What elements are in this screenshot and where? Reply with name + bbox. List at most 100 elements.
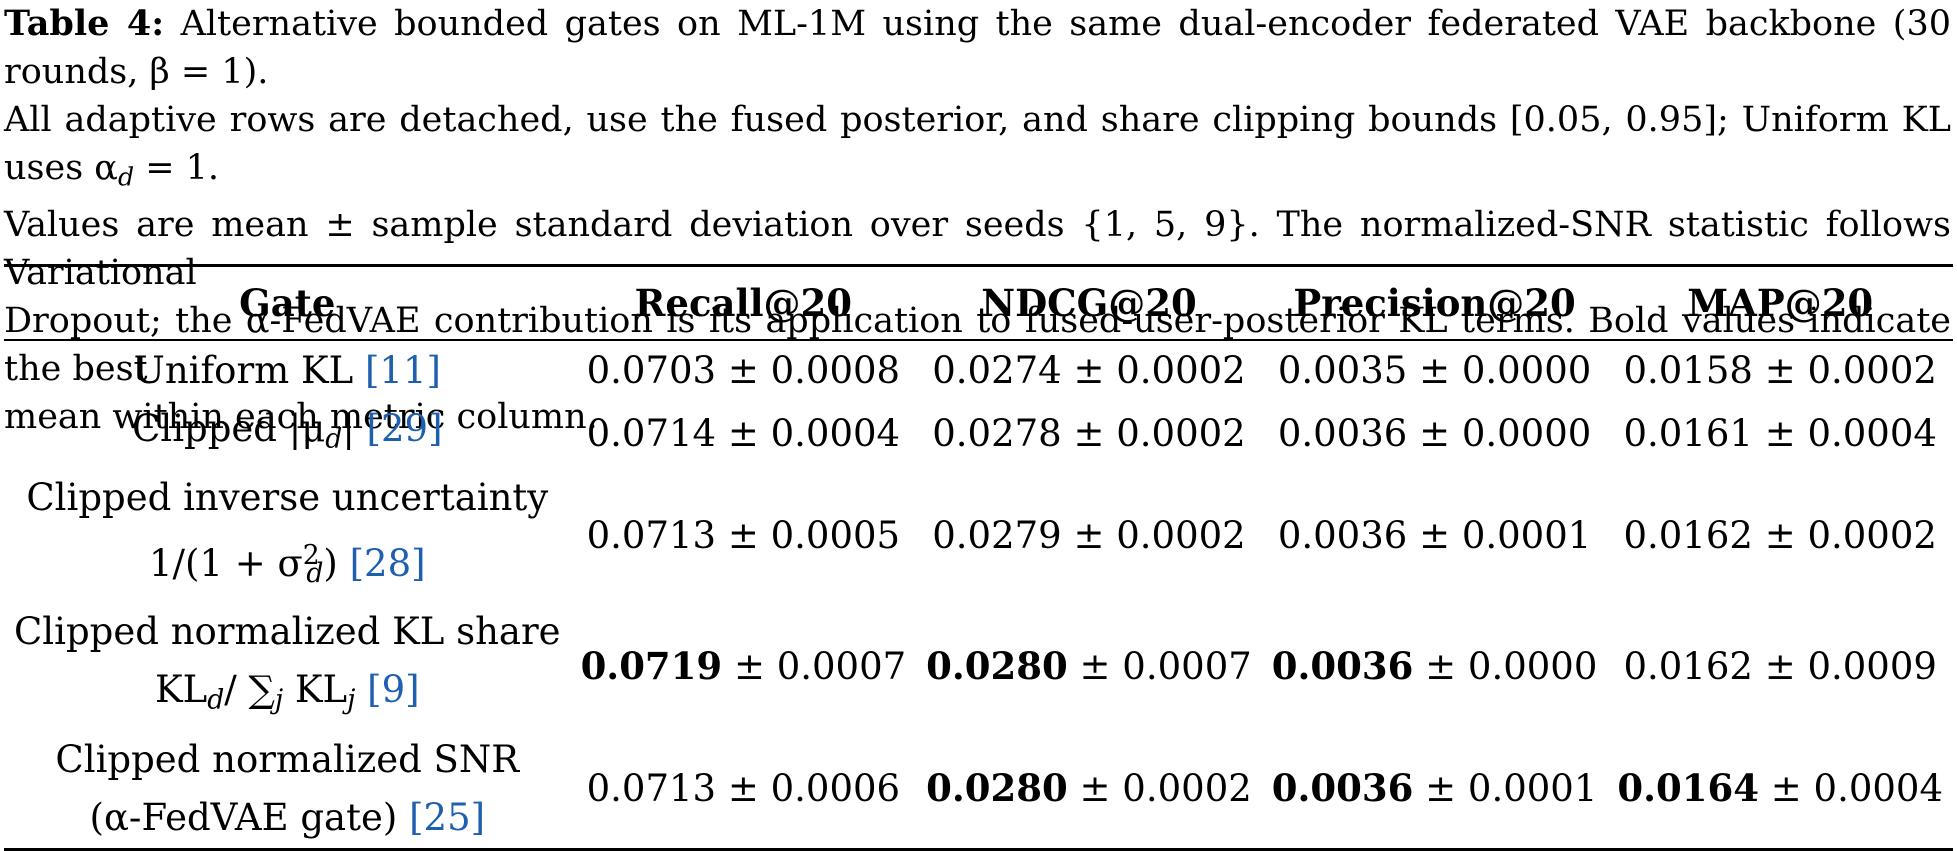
header-gate: Gate [4, 264, 571, 341]
header-recall: Recall@20 [570, 264, 917, 341]
formula-sub-2: j [274, 684, 284, 716]
mean: 0.0162 [1623, 513, 1753, 557]
value-cell: 0.0161 ± 0.0004 [1607, 400, 1953, 469]
gate-formula: 1/(1 + σ2d) [28] [14, 527, 561, 604]
citation-link[interactable]: [11] [364, 348, 441, 392]
citation-link[interactable]: [28] [349, 541, 426, 585]
mean: 0.0161 [1623, 412, 1753, 456]
mean-best: 0.0280 [926, 766, 1068, 811]
header-precision: Precision@20 [1261, 264, 1608, 341]
mean: 0.0279 [932, 513, 1062, 557]
std: ± 0.0002 [1073, 412, 1246, 456]
value-cell: 0.0703 ± 0.0008 [571, 340, 917, 400]
formula-text: 1/(1 + σ [148, 541, 303, 585]
gate-subscript: d [325, 423, 343, 455]
value-cell: 0.0036 ± 0.0001 [1262, 469, 1608, 604]
std: ± 0.0000 [1419, 348, 1592, 392]
mean-best: 0.0164 [1617, 766, 1759, 811]
citation-link[interactable]: [29] [366, 407, 443, 450]
value-cell: 0.0274 ± 0.0002 [916, 340, 1262, 400]
value-cell: 0.0162 ± 0.0009 [1607, 603, 1953, 730]
mean: 0.0713 [586, 513, 717, 557]
table-row: Clipped normalized KL share KLd/ ∑j KLj … [4, 603, 1953, 730]
value-cell: 0.0036 ± 0.0000 [1262, 400, 1608, 469]
gate-cell: Uniform KL [11] [4, 340, 571, 400]
table-row: Clipped normalized SNR (α-FedVAE gate) [… [4, 729, 1953, 851]
mean-best: 0.0036 [1271, 644, 1414, 689]
formula-mid: / ∑ [224, 668, 275, 712]
formula-mid-2: KL [283, 668, 348, 712]
caption-text-2-end: = 1. [134, 148, 220, 188]
table-row: Clipped inverse uncertainty 1/(1 + σ2d) … [4, 469, 1953, 604]
mean: 0.0714 [586, 412, 717, 456]
gate-name: Clipped |μ [132, 407, 326, 450]
gate-name-end: | [342, 407, 355, 450]
gate-formula: (α-FedVAE gate) [25] [14, 789, 561, 847]
value-cell: 0.0036 ± 0.0000 [1262, 603, 1608, 730]
std: ± 0.0002 [1073, 513, 1246, 557]
mean: 0.0703 [586, 348, 717, 392]
caption-label: Table 4: [4, 3, 165, 44]
formula-sub-3: j [347, 684, 356, 716]
value-cell: 0.0713 ± 0.0005 [571, 469, 917, 604]
caption-subscript: d [117, 162, 135, 192]
value-cell: 0.0280 ± 0.0007 [916, 603, 1262, 730]
value-cell: 0.0279 ± 0.0002 [916, 469, 1262, 604]
std: ± 0.0004 [1770, 767, 1943, 811]
std: ± 0.0007 [1079, 645, 1252, 689]
mean: 0.0278 [932, 412, 1062, 456]
std: ± 0.0001 [1425, 767, 1598, 811]
formula-sub: d [306, 558, 324, 590]
std: ± 0.0001 [1419, 513, 1592, 557]
caption-line-5: mean within each metric column. [4, 397, 598, 438]
citation-link[interactable]: [25] [409, 795, 486, 839]
std: ± 0.0000 [1425, 645, 1598, 689]
gate-cell: Clipped inverse uncertainty 1/(1 + σ2d) … [4, 469, 571, 604]
value-cell: 0.0280 ± 0.0002 [916, 729, 1262, 851]
value-cell: 0.0714 ± 0.0004 [571, 400, 917, 469]
gate-name: Clipped inverse uncertainty [26, 475, 549, 519]
gate-cell: Clipped normalized SNR (α-FedVAE gate) [… [4, 729, 571, 851]
results-table: Gate Recall@20 NDCG@20 Precision@20 MAP@… [4, 264, 1953, 851]
caption-line-2: All adaptive rows are detached, use the … [4, 96, 1951, 201]
value-cell: 0.0035 ± 0.0000 [1262, 340, 1608, 400]
header-row: Gate Recall@20 NDCG@20 Precision@20 MAP@… [4, 264, 1953, 341]
mean: 0.0713 [586, 766, 717, 810]
gate-cell: Clipped normalized KL share KLd/ ∑j KLj … [4, 603, 571, 730]
caption-line-1: Table 4: Alternative bounded gates on ML… [4, 0, 1951, 96]
value-cell: 0.0036 ± 0.0001 [1261, 729, 1608, 851]
std: ± 0.0007 [733, 645, 907, 689]
gate-formula: KLd/ ∑j KLj [9] [14, 661, 561, 730]
mean: 0.0162 [1623, 644, 1753, 688]
mean-best: 0.0280 [926, 644, 1068, 689]
gate-name: Clipped normalized SNR [55, 737, 520, 781]
std: ± 0.0009 [1764, 644, 1937, 688]
std: ± 0.0005 [727, 513, 901, 557]
caption-text-2: All adaptive rows are detached, use the … [4, 100, 1951, 188]
formula-text: KL [154, 668, 208, 712]
gate-name: Uniform KL [133, 348, 354, 392]
mean: 0.0274 [932, 348, 1062, 392]
formula-sup: 2 [302, 539, 320, 571]
std: ± 0.0002 [1764, 513, 1937, 557]
header-map: MAP@20 [1607, 264, 1953, 341]
value-cell: 0.0713 ± 0.0006 [570, 729, 917, 851]
std: ± 0.0002 [1079, 767, 1252, 811]
citation-link[interactable]: [9] [367, 668, 420, 712]
std: ± 0.0008 [727, 348, 901, 392]
table-row: Clipped |μd| [29] 0.0714 ± 0.0004 0.0278… [4, 400, 1953, 469]
header-ndcg: NDCG@20 [916, 264, 1262, 341]
table-row: Uniform KL [11] 0.0703 ± 0.0008 0.0274 ±… [4, 340, 1953, 400]
formula-sub: d [207, 684, 225, 716]
std: ± 0.0004 [727, 412, 901, 456]
mean: 0.0036 [1277, 412, 1408, 456]
std: ± 0.0006 [727, 766, 901, 810]
mean: 0.0035 [1277, 348, 1408, 392]
value-cell: 0.0162 ± 0.0002 [1607, 469, 1953, 604]
value-cell: 0.0719 ± 0.0007 [571, 603, 917, 730]
formula-end: ) [323, 541, 338, 585]
caption-text-1: Alternative bounded gates on ML-1M using… [4, 4, 1951, 92]
mean-best: 0.0719 [580, 644, 723, 689]
std: ± 0.0002 [1764, 348, 1937, 392]
gate-cell: Clipped |μd| [29] [4, 400, 571, 469]
